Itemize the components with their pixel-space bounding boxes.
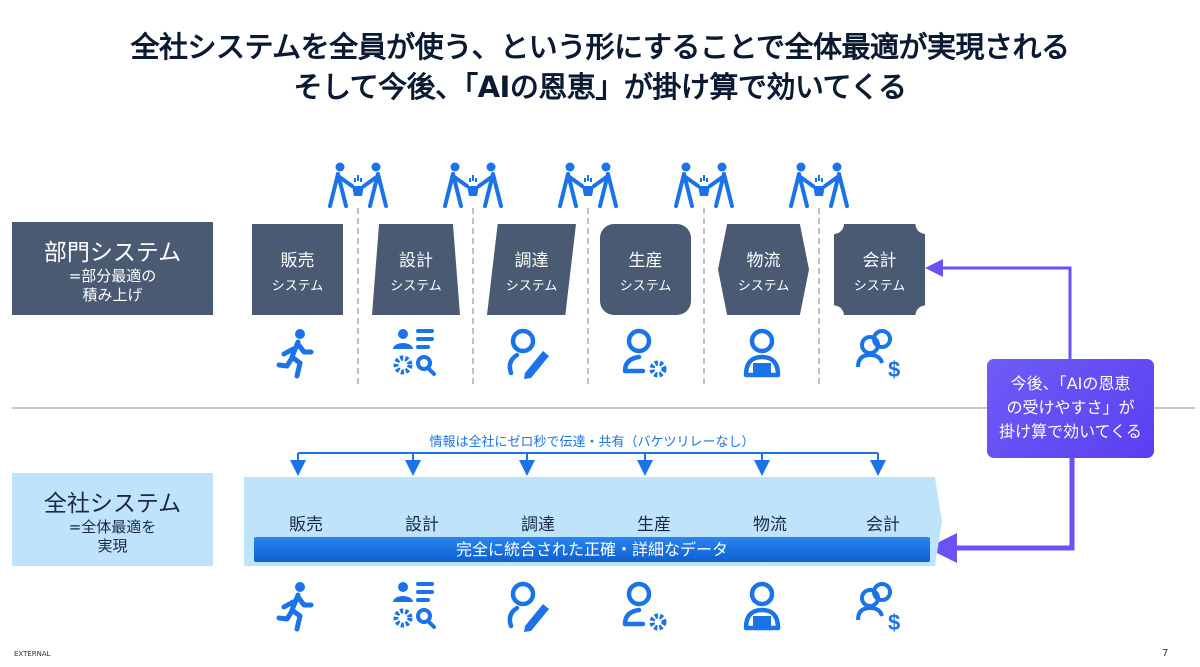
share-note: 情報は全社にゼロ秒で伝達・共有（バケツリレーなし）	[429, 435, 755, 450]
system-box-logistics: 物流 システム	[718, 224, 809, 315]
system-suffix: システム	[505, 278, 558, 294]
company-sub1: =全体最適を	[68, 517, 157, 536]
ai-callout-line: の受けやすさ」が	[1006, 398, 1135, 417]
company-sub2: 実現	[97, 536, 128, 555]
section-divider	[12, 407, 1195, 409]
system-name: 販売	[280, 250, 315, 271]
system-name: 調達	[514, 250, 549, 271]
system-suffix: システム	[737, 278, 790, 294]
company-system-label: 全社システム =全体最適を 実現	[12, 473, 213, 566]
integrated-data-bar: 完全に統合された正確・詳細なデータ	[254, 537, 930, 562]
system-box-sales: 販売 システム	[252, 224, 343, 315]
system-box-design: 設計 システム	[372, 224, 460, 315]
divider	[818, 188, 820, 384]
title-line-1: 全社システムを全員が使う、という形にすることで全体最適が実現される	[130, 30, 1070, 64]
dept-system-label: 部門システム =部分最適の 積み上げ	[12, 222, 213, 315]
person-pencil-icon	[503, 580, 551, 632]
system-suffix: システム	[271, 278, 324, 294]
system-suffix: システム	[853, 278, 906, 294]
person-gear-icon	[621, 580, 669, 632]
title-line-2: そして今後、「AIの恩恵」が掛け算で効いてくる	[293, 70, 907, 104]
dept-sub2: 積み上げ	[82, 285, 143, 304]
classification-label: EXTERNAL	[14, 650, 51, 658]
divider	[472, 188, 474, 384]
system-suffix: システム	[619, 278, 672, 294]
dept-label: 部門システム	[43, 239, 182, 266]
divider	[587, 188, 589, 384]
people-dollar-icon	[856, 580, 904, 632]
system-suffix: システム	[390, 278, 442, 294]
system-name: 会計	[862, 250, 897, 271]
page-number: 7	[1162, 648, 1169, 659]
system-name: 生産	[628, 250, 663, 271]
dept-sub1: =部分最適の	[68, 266, 157, 285]
ai-callout-line: 掛け算で効いてくる	[999, 422, 1142, 441]
person-gear-search-icon	[389, 580, 437, 632]
system-box-accounting: 会計 システム	[834, 224, 925, 315]
divider	[703, 188, 705, 384]
running-person-icon	[273, 580, 321, 632]
divider	[357, 188, 359, 384]
system-box-production: 生産 システム	[600, 224, 691, 315]
ai-callout-line: 今後、「AIの恩恵	[1010, 374, 1131, 393]
ai-callout: 今後、「AIの恩恵 の受けやすさ」が 掛け算で効いてくる	[987, 359, 1154, 458]
company-label: 全社システム	[43, 490, 182, 517]
system-box-procurement: 調達 システム	[487, 224, 576, 315]
person-laptop-icon	[738, 580, 786, 632]
system-name: 設計	[399, 250, 433, 271]
system-name: 物流	[746, 250, 781, 271]
